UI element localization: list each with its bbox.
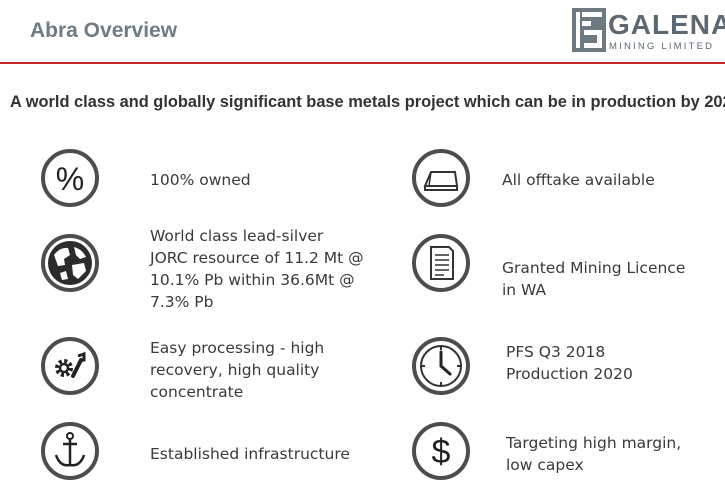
feature-processing: Easy processing - high recovery, high qu… [150, 337, 324, 403]
svg-text:$: $ [432, 433, 451, 471]
feature-ownership-line: 100% owned [150, 171, 251, 189]
feature-processing-line: Easy processing - high [150, 339, 325, 357]
feature-infrastructure-line: Established infrastructure [150, 445, 350, 463]
percent-icon: % [40, 148, 100, 208]
feature-margin-line: low capex [506, 456, 584, 474]
feature-infrastructure: Established infrastructure [150, 443, 350, 465]
feature-resource-line: World class lead-silver [150, 227, 324, 245]
slide-header: Abra Overview GALENA MINING LIMITED [0, 0, 725, 62]
feature-processing-line: concentrate [150, 383, 244, 401]
svg-text:%: % [56, 161, 84, 197]
feature-resource-line: 7.3% Pb [150, 293, 214, 311]
feature-offtake-line: All offtake available [502, 171, 655, 189]
feature-margin: Targeting high margin, low capex [506, 432, 681, 476]
feature-offtake: All offtake available [502, 169, 655, 191]
feature-resource: World class lead-silver JORC resource of… [150, 225, 364, 313]
logo-subtitle: MINING LIMITED [609, 41, 715, 52]
feature-processing-line: recovery, high quality [150, 361, 320, 379]
clock-icon [411, 336, 471, 396]
feature-resource-line: JORC resource of 11.2 Mt @ [150, 249, 364, 267]
page-title: Abra Overview [30, 19, 178, 42]
feature-ownership: 100% owned [150, 169, 251, 191]
gear-wrench-icon [40, 336, 100, 396]
anchor-icon [40, 421, 100, 481]
globe-icon [40, 233, 100, 293]
headline: A world class and globally significant b… [10, 93, 725, 111]
feature-timeline: PFS Q3 2018 Production 2020 [506, 341, 633, 385]
feature-licence-line: in WA [502, 281, 547, 299]
dollar-icon: $ [411, 421, 471, 481]
galena-logo: GALENA MINING LIMITED [572, 8, 725, 54]
header-divider [0, 62, 725, 64]
logo-wordmark: GALENA [608, 9, 725, 40]
document-icon [411, 233, 471, 293]
feature-margin-line: Targeting high margin, [506, 434, 682, 452]
feature-timeline-line: PFS Q3 2018 [506, 343, 606, 361]
feature-licence-line: Granted Mining Licence [502, 259, 686, 277]
feature-resource-line: 10.1% Pb within 36.6Mt @ [150, 271, 355, 289]
ingot-icon [411, 148, 471, 208]
feature-licence: Granted Mining Licence in WA [502, 257, 685, 301]
galena-logo-mark [572, 8, 606, 52]
feature-timeline-line: Production 2020 [506, 365, 633, 383]
